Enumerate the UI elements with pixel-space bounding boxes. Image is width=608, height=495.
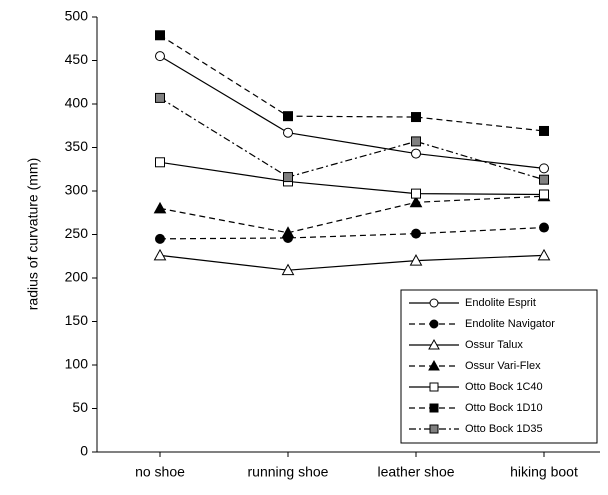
x-tick-label: no shoe <box>135 464 185 480</box>
legend-label: Ossur Talux <box>465 339 523 351</box>
marker <box>155 92 165 103</box>
legend-label: Ossur Vari-Flex <box>465 360 541 372</box>
y-tick-label: 400 <box>65 95 89 111</box>
marker <box>409 254 423 266</box>
marker <box>539 163 549 174</box>
marker <box>155 51 165 62</box>
legend-label: Endolite Navigator <box>465 318 555 330</box>
marker <box>428 359 440 371</box>
y-tick-label: 450 <box>65 51 89 67</box>
y-tick-label: 500 <box>65 8 89 24</box>
y-tick-label: 50 <box>72 399 88 415</box>
marker <box>411 136 421 147</box>
marker <box>429 319 439 329</box>
y-tick-label: 350 <box>65 138 89 154</box>
marker <box>429 403 439 413</box>
marker <box>537 248 551 261</box>
marker <box>281 263 295 276</box>
legend-label: Otto Bock 1D10 <box>465 402 543 414</box>
marker <box>539 174 549 185</box>
marker <box>409 195 423 208</box>
marker <box>155 30 165 41</box>
y-tick-label: 100 <box>65 356 89 372</box>
marker <box>429 424 439 434</box>
y-axis-label: radius of curvature (mm) <box>25 158 41 310</box>
series-line <box>159 55 545 169</box>
series-line <box>159 161 545 196</box>
marker <box>411 188 421 199</box>
legend-label: Otto Bock 1C40 <box>465 381 543 393</box>
series-line <box>159 226 545 240</box>
x-tick-label: running shoe <box>248 464 329 480</box>
y-tick-label: 0 <box>80 443 88 459</box>
marker <box>153 248 167 261</box>
marker <box>283 111 293 122</box>
marker <box>429 298 439 308</box>
marker <box>155 233 165 244</box>
series-line <box>159 195 545 234</box>
marker <box>411 148 421 159</box>
marker <box>539 189 549 200</box>
legend-label: Otto Bock 1D35 <box>465 423 543 435</box>
marker <box>283 172 293 183</box>
series-line <box>159 254 545 271</box>
legend-label: Endolite Esprit <box>465 297 536 309</box>
y-tick-label: 250 <box>65 225 89 241</box>
x-tick-label: hiking boot <box>510 464 578 480</box>
marker <box>428 338 440 350</box>
series-line <box>159 34 545 132</box>
y-tick-label: 150 <box>65 312 89 328</box>
marker <box>155 157 165 168</box>
marker <box>281 226 295 238</box>
marker <box>411 112 421 123</box>
marker <box>429 382 439 392</box>
marker <box>153 201 167 214</box>
series-line <box>159 97 545 181</box>
marker <box>539 222 549 233</box>
y-tick-label: 300 <box>65 182 89 198</box>
y-tick-label: 200 <box>65 269 89 285</box>
x-tick-label: leather shoe <box>377 464 454 480</box>
marker <box>283 127 293 138</box>
marker <box>539 125 549 136</box>
marker <box>411 228 421 239</box>
